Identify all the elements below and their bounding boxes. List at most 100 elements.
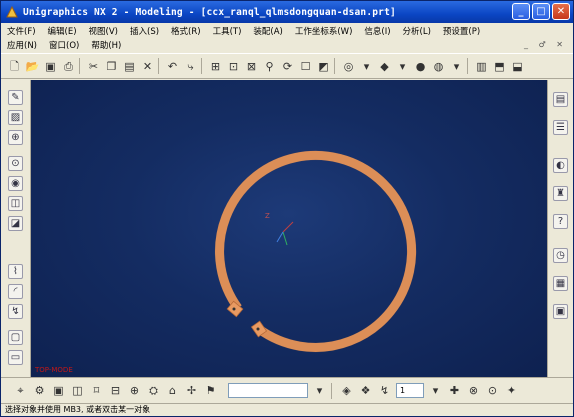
point-snap-icon[interactable]: ✚ (449, 384, 460, 397)
assembly-icon[interactable]: ▥ (476, 59, 487, 73)
menu-item[interactable]: 格式(R) (171, 27, 201, 37)
dropdown-arrow-icon[interactable]: ▾ (453, 59, 460, 73)
revolve-icon[interactable]: ⊕ (8, 130, 23, 145)
render-style-icon[interactable]: ◎ (343, 59, 354, 73)
helix-icon[interactable]: ↯ (8, 304, 23, 319)
cut-icon[interactable]: ✂ (88, 59, 99, 73)
menu-item[interactable]: 装配(A) (253, 27, 283, 37)
redo-icon[interactable]: ⤷ (187, 59, 194, 73)
selection-scope-icon[interactable]: ◈ (342, 384, 351, 397)
magnify-icon[interactable]: ⚲ (265, 59, 274, 73)
title-bar[interactable]: Unigraphics NX 2 - Modeling - [ccx_ranql… (1, 1, 573, 23)
curve-icon[interactable]: ⌇ (8, 264, 23, 279)
select-edge-icon[interactable]: ⌑ (93, 384, 100, 397)
reuse-library-icon[interactable]: ▦ (553, 276, 568, 291)
menu-item[interactable]: 预设置(P) (442, 27, 481, 37)
block-icon[interactable]: ▭ (8, 350, 23, 365)
dropdown-arrow-icon[interactable]: ▾ (316, 384, 323, 397)
assembly-navigator-icon[interactable]: ▤ (553, 92, 568, 107)
menu-item[interactable]: 视图(V) (88, 27, 118, 37)
copy-icon[interactable]: ❐ (106, 59, 117, 73)
snap-ring-model[interactable] (214, 150, 417, 353)
paste-icon[interactable]: ▤ (124, 59, 135, 73)
measure-icon[interactable]: ⬒ (494, 59, 505, 73)
menu-item[interactable]: 应用(N) (7, 41, 37, 51)
menu-item[interactable]: 分析(L) (402, 27, 431, 37)
dropdown-arrow-icon[interactable]: ▾ (363, 59, 370, 73)
type-filter-input[interactable] (228, 383, 308, 398)
layer-icon[interactable]: ● (415, 59, 426, 73)
general-selection-icon[interactable]: ↯ (379, 384, 390, 397)
open-folder-icon[interactable]: 📂 (25, 59, 40, 73)
delete-icon[interactable]: ✕ (142, 59, 153, 73)
menu-row-secondary: 应用(N) 窗口(O) 帮助(H) (5, 39, 123, 51)
zoom-window-icon[interactable]: ⊡ (228, 59, 239, 73)
history-icon[interactable]: ◷ (553, 248, 568, 263)
select-point-icon[interactable]: ⊕ (129, 384, 140, 397)
select-body-icon[interactable]: ▣ (53, 384, 64, 397)
graphics-viewport[interactable]: Z TOP-MODE (31, 80, 547, 377)
color-icon[interactable]: ◍ (433, 59, 444, 73)
menu-item[interactable]: 窗口(O) (49, 41, 80, 51)
maximize-button[interactable]: □ (532, 3, 550, 20)
intersection-icon[interactable]: ⊗ (468, 384, 479, 397)
toolbar-separator (331, 382, 335, 399)
close-button[interactable]: ✕ (552, 3, 570, 20)
snap-icon[interactable]: ✢ (186, 384, 197, 397)
zoom-icon[interactable]: ⊠ (246, 59, 257, 73)
menu-item[interactable]: 帮助(H) (91, 41, 122, 51)
feature-icon[interactable]: ⊙ (8, 156, 23, 171)
right-toolbar: ▤ ☰ ◐ ♜ ? ◷ ▦ ▣ (547, 80, 573, 377)
toolbar-separator (158, 58, 162, 74)
save-icon[interactable]: ▣ (45, 59, 56, 73)
fit-view-icon[interactable]: ⊞ (210, 59, 221, 73)
select-face-icon[interactable]: ◫ (72, 384, 83, 397)
toolbar-separator (201, 58, 205, 74)
sketch-icon[interactable]: ✎ (8, 90, 23, 105)
quadrant-snap-icon[interactable]: ✦ (506, 384, 517, 397)
dropdown-arrow-icon[interactable]: ▾ (432, 384, 439, 397)
web-browser-icon[interactable]: ▣ (553, 304, 568, 319)
select-sketch-icon[interactable]: ⌂ (169, 384, 176, 397)
new-file-icon[interactable]: 🗋 (10, 59, 19, 73)
view-orient-icon[interactable]: ◆ (380, 59, 389, 73)
menu-item[interactable]: 插入(S) (130, 27, 160, 37)
part-navigator-icon[interactable]: ☰ (553, 120, 568, 135)
view-orientation-label: TOP-MODE (35, 366, 73, 374)
menu-item[interactable]: 信息(I) (364, 27, 391, 37)
menu-item[interactable]: 文件(F) (7, 27, 36, 37)
selection-spin-input[interactable]: 1 (396, 383, 424, 398)
center-snap-icon[interactable]: ⊙ (487, 384, 498, 397)
hole-icon[interactable]: ◉ (8, 176, 23, 191)
print-icon[interactable]: ⎙ (64, 59, 73, 73)
menu-item[interactable]: 工具(T) (212, 27, 242, 37)
filter-icon[interactable]: ⚑ (205, 384, 216, 397)
role-icon[interactable]: ♜ (553, 186, 568, 201)
menu-bar: 文件(F) 编辑(E) 视图(V) 插入(S) 格式(R) 工具(T) 装配(A) 工作坐标系… (1, 23, 573, 53)
select-tool-icon[interactable]: ⌖ (17, 384, 24, 397)
select-feature-icon[interactable]: ⚙ (34, 384, 45, 397)
select-component-icon[interactable]: ⛭ (149, 384, 158, 397)
arc-icon[interactable]: ◜ (8, 284, 23, 299)
undo-icon[interactable]: ↶ (167, 59, 178, 73)
shaded-view-icon[interactable]: ◩ (318, 59, 329, 73)
help-icon[interactable]: ? (553, 214, 568, 229)
extrude-icon[interactable]: ▨ (8, 110, 23, 125)
boss-icon[interactable]: ◫ (8, 196, 23, 211)
menu-item[interactable]: 编辑(E) (47, 27, 77, 37)
rotate-icon[interactable]: ⟳ (282, 59, 293, 73)
menu-row-main: 文件(F) 编辑(E) 视图(V) 插入(S) 格式(R) 工具(T) 装配(A) 工作坐标系… (5, 25, 482, 37)
dropdown-arrow-icon[interactable]: ▾ (399, 59, 406, 73)
info-icon[interactable]: ⬓ (512, 59, 523, 73)
mdi-window-controls[interactable]: _ ♂ ✕ (524, 40, 567, 49)
layer-settings-icon[interactable]: ❖ (360, 384, 371, 397)
pocket-icon[interactable]: ◪ (8, 216, 23, 231)
menu-item[interactable]: 工作坐标系(W) (294, 27, 353, 37)
minimize-button[interactable]: _ (512, 3, 530, 20)
palette-icon[interactable]: ◐ (553, 158, 568, 173)
pan-icon[interactable]: ☐ (300, 59, 311, 73)
model-canvas: Z (214, 150, 417, 353)
box-icon[interactable]: ▢ (8, 330, 23, 345)
select-curve-icon[interactable]: ⊟ (110, 384, 121, 397)
